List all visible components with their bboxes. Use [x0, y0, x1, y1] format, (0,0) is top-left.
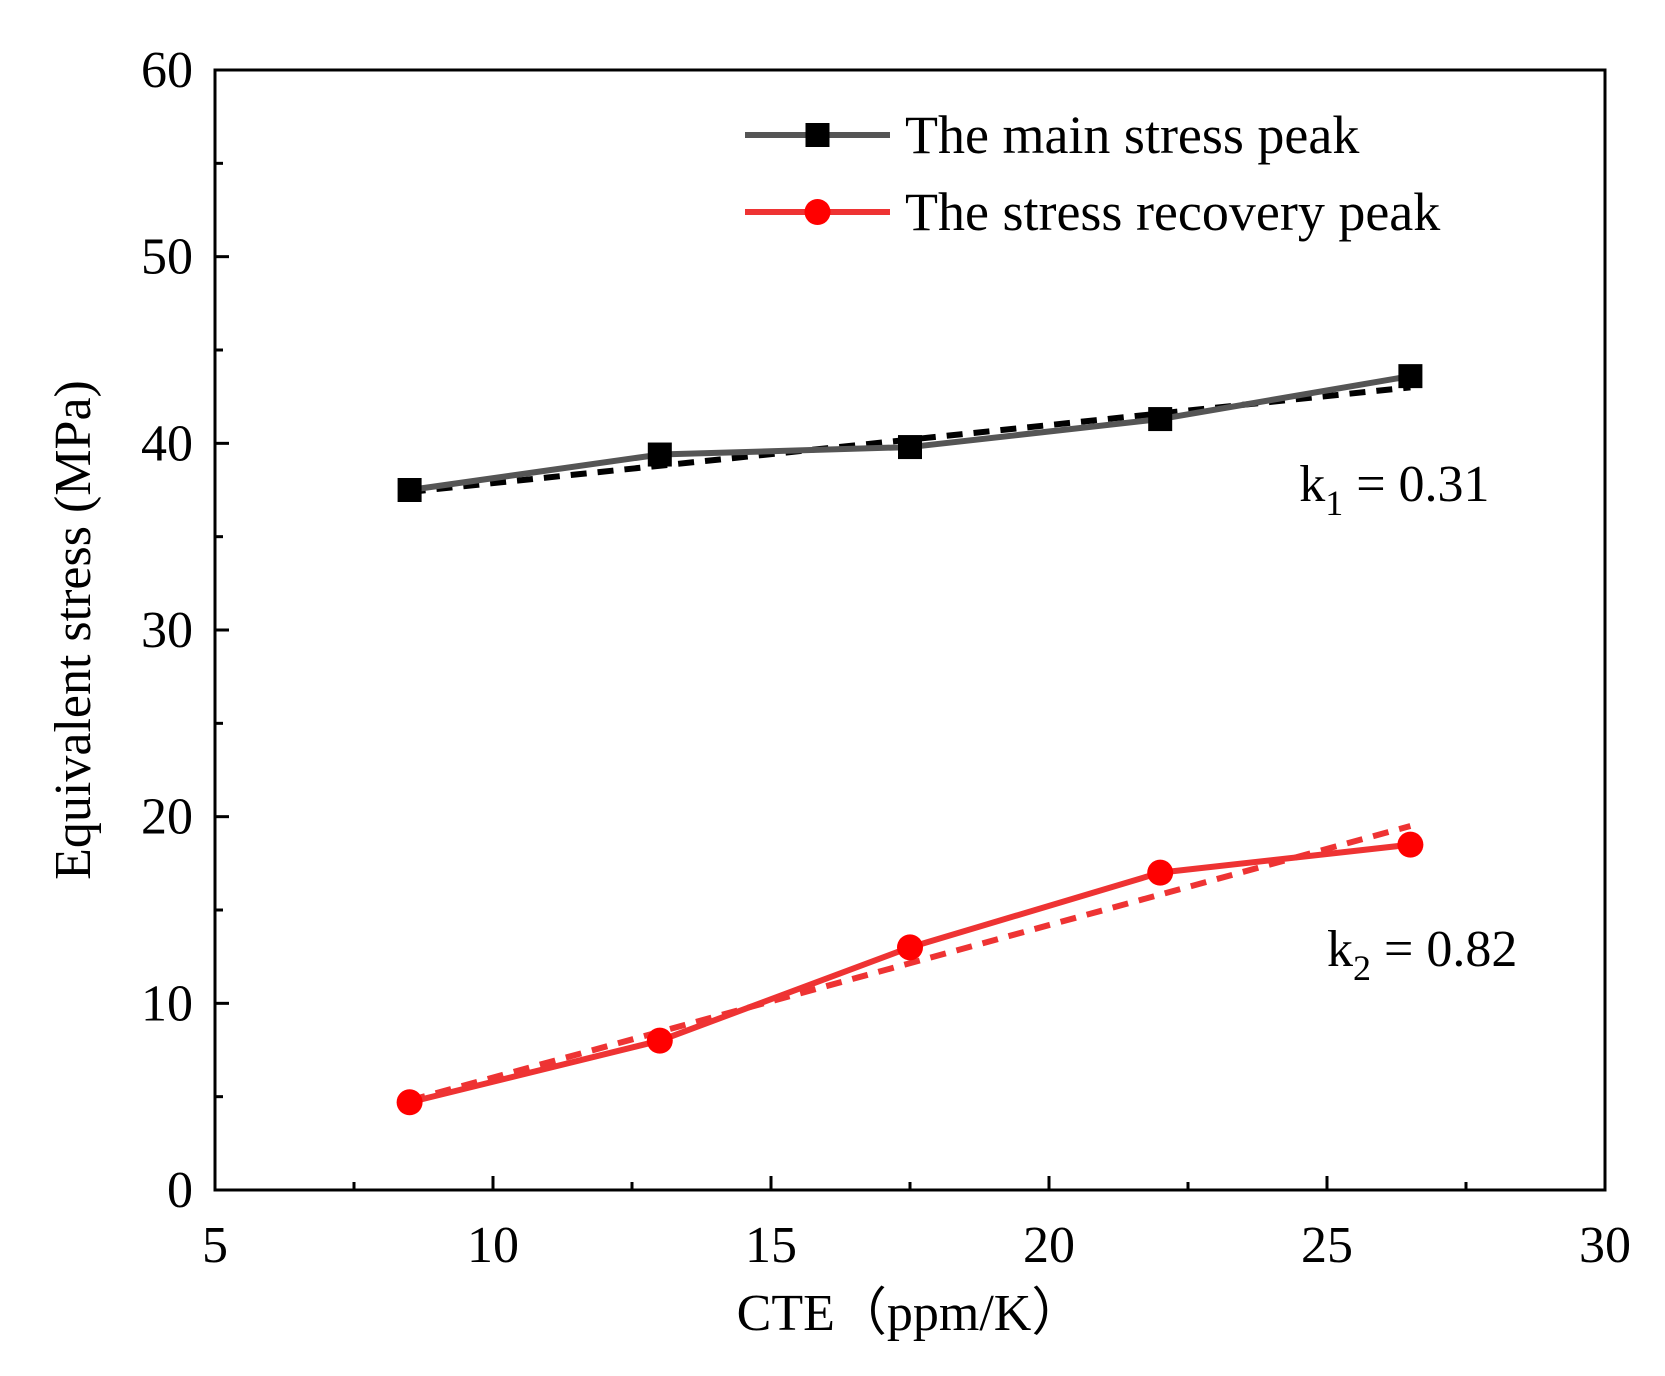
x-tick-label: 30: [1579, 1217, 1631, 1274]
fit-line-stress-recovery: [408, 823, 1412, 1104]
y-axis-title: Equivalent stress (MPa): [45, 380, 102, 880]
legend-label-stress-recovery: The stress recovery peak: [905, 182, 1440, 242]
x-axis-title: CTE（ppm/K）: [737, 1285, 1084, 1342]
x-tick-label: 10: [467, 1217, 519, 1274]
data-point-square: [1148, 407, 1173, 432]
y-tick-labels: 0 10 20 30 40 50 60: [141, 42, 193, 1219]
series-line-main-stress: [406, 373, 1414, 493]
data-point-square: [647, 442, 672, 467]
annotation-base-k1: k: [1299, 456, 1325, 513]
annotation-subscript-k2: 2: [1353, 948, 1371, 988]
y-tick-label: 0: [167, 1162, 193, 1219]
series-line-stress-recovery: [406, 841, 1414, 1106]
legend: The main stress peak The stress recovery…: [745, 105, 1440, 242]
slope-annotation-k2: k2 = 0.82: [1327, 921, 1517, 988]
data-point-circle: [396, 1089, 423, 1116]
y-tick-label: 50: [141, 229, 193, 286]
data-point-circle: [646, 1027, 673, 1054]
legend-label-main-stress: The main stress peak: [905, 105, 1359, 165]
annotation-value-k2: = 0.82: [1371, 921, 1517, 978]
data-point-square: [1398, 364, 1423, 389]
data-point-circle: [1397, 831, 1424, 858]
axis-ticks: [213, 68, 1607, 1192]
legend-square-marker: [805, 123, 830, 147]
x-tick-labels: 5 10 15 20 25 30: [202, 1217, 1631, 1274]
series-lines: [406, 373, 1414, 1106]
x-tick-label: 5: [202, 1217, 228, 1274]
slope-annotation-k1: k1 = 0.31: [1299, 456, 1489, 523]
series-markers: [396, 364, 1424, 1116]
data-point-circle: [1147, 859, 1174, 886]
legend-circle-marker: [804, 199, 831, 225]
x-tick-label: 15: [745, 1217, 797, 1274]
annotation-value-k1: = 0.31: [1343, 456, 1489, 513]
data-point-square: [898, 435, 922, 460]
annotation-subscript-k1: 1: [1325, 483, 1343, 523]
fit-lines: [408, 384, 1412, 1104]
data-point-square: [397, 478, 422, 502]
y-tick-label: 10: [141, 975, 193, 1032]
y-tick-label: 20: [141, 789, 193, 846]
data-point-circle: [897, 934, 923, 961]
x-tick-label: 20: [1023, 1217, 1075, 1274]
y-tick-label: 60: [141, 42, 193, 99]
annotation-base-k2: k: [1327, 921, 1353, 978]
x-tick-label: 25: [1301, 1217, 1353, 1274]
y-tick-label: 30: [141, 602, 193, 659]
y-tick-label: 40: [141, 415, 193, 472]
